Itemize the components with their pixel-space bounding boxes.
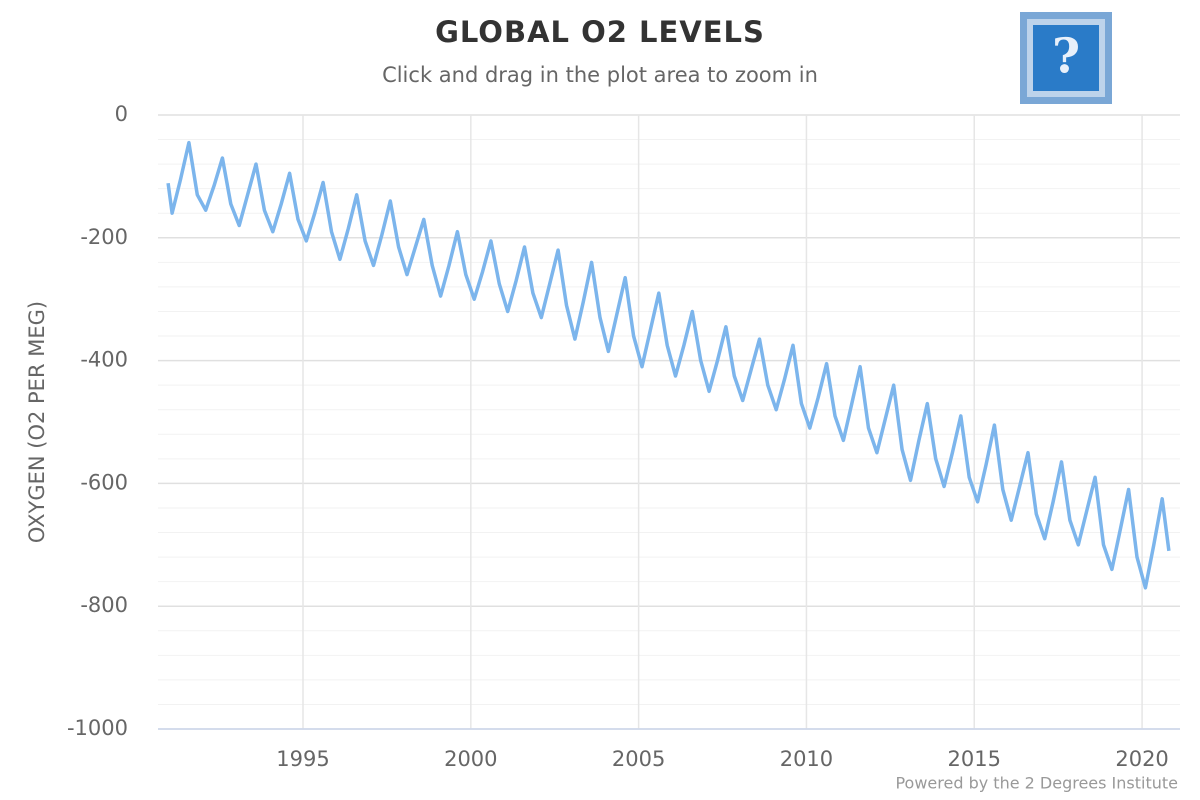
credit: Powered by the 2 Degrees Institute: [895, 774, 1178, 793]
y-tick-label: -600: [80, 470, 128, 494]
x-tick-label: 2015: [948, 747, 1001, 771]
chart-title: GLOBAL O2 LEVELS: [435, 15, 765, 49]
help-button-icon[interactable]: ?: [1052, 29, 1080, 85]
y-axis-title: OXYGEN (O2 PER MEG): [25, 301, 49, 543]
x-tick-label: 2010: [780, 747, 833, 771]
y-tick-label: -1000: [67, 716, 128, 740]
data-line: [166, 140, 1171, 590]
x-tick-label: 2020: [1115, 747, 1168, 771]
x-tick-label: 2000: [444, 747, 497, 771]
y-tick-label: -800: [80, 593, 128, 617]
help-button-face[interactable]: [1033, 25, 1099, 91]
y-tick-label: -400: [80, 348, 128, 372]
y-tick-label: -200: [80, 225, 128, 249]
help-button[interactable]: ?: [1020, 12, 1112, 104]
x-tick-label: 1995: [276, 747, 329, 771]
chart-subtitle: Click and drag in the plot area to zoom …: [382, 63, 818, 87]
x-tick-label: 2005: [612, 747, 665, 771]
y-tick-label: 0: [115, 102, 128, 126]
